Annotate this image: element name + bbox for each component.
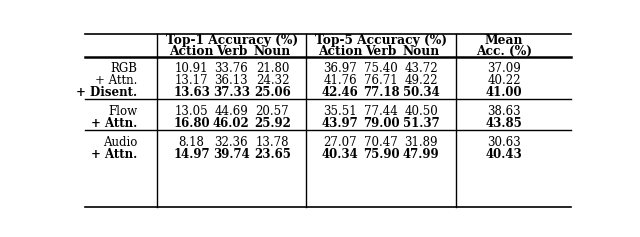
Text: 36.13: 36.13 [214,74,248,87]
Text: 44.69: 44.69 [214,105,248,118]
Text: 25.92: 25.92 [254,117,291,130]
Text: 77.18: 77.18 [363,86,399,99]
Text: 39.74: 39.74 [213,148,250,161]
Text: 35.51: 35.51 [324,105,357,118]
Text: 41.00: 41.00 [486,86,522,99]
Text: 49.22: 49.22 [404,74,438,87]
Text: Action: Action [170,45,214,58]
Text: 23.65: 23.65 [254,148,291,161]
Text: 75.90: 75.90 [363,148,399,161]
Text: 13.78: 13.78 [256,136,289,149]
Text: 76.71: 76.71 [364,74,398,87]
Text: 31.89: 31.89 [404,136,438,149]
Text: 70.47: 70.47 [364,136,398,149]
Text: 40.22: 40.22 [487,74,521,87]
Text: 25.06: 25.06 [254,86,291,99]
Text: 40.50: 40.50 [404,105,438,118]
Text: 43.85: 43.85 [486,117,522,130]
Text: 42.46: 42.46 [322,86,359,99]
Text: 14.97: 14.97 [173,148,210,161]
Text: Top-1 Accuracy (%): Top-1 Accuracy (%) [166,34,298,47]
Text: 43.97: 43.97 [322,117,359,130]
Text: 41.76: 41.76 [324,74,357,87]
Text: 21.80: 21.80 [256,62,289,75]
Text: 50.34: 50.34 [403,86,440,99]
Text: + Disent.: + Disent. [76,86,137,99]
Text: 37.33: 37.33 [212,86,250,99]
Text: RGB: RGB [110,62,137,75]
Text: 46.02: 46.02 [213,117,250,130]
Text: 33.76: 33.76 [214,62,248,75]
Text: 20.57: 20.57 [255,105,289,118]
Text: + Attn.: + Attn. [91,148,137,161]
Text: 79.00: 79.00 [363,117,399,130]
Text: 51.37: 51.37 [403,117,440,130]
Text: Mean: Mean [485,34,524,47]
Text: + Attn.: + Attn. [95,74,137,87]
Text: 40.34: 40.34 [322,148,359,161]
Text: 37.09: 37.09 [487,62,521,75]
Text: Acc. (%): Acc. (%) [476,45,532,58]
Text: 43.72: 43.72 [404,62,438,75]
Text: 36.97: 36.97 [324,62,357,75]
Text: Verb: Verb [365,45,397,58]
Text: 13.17: 13.17 [175,74,209,87]
Text: 8.18: 8.18 [179,136,205,149]
Text: 77.44: 77.44 [364,105,398,118]
Text: 75.40: 75.40 [364,62,398,75]
Text: 10.91: 10.91 [175,62,209,75]
Text: 40.43: 40.43 [486,148,522,161]
Text: 24.32: 24.32 [256,74,289,87]
Text: 13.63: 13.63 [173,86,210,99]
Text: Action: Action [318,45,363,58]
Text: 27.07: 27.07 [324,136,357,149]
Text: Noun: Noun [254,45,291,58]
Text: Audio: Audio [102,136,137,149]
Text: Top-5 Accuracy (%): Top-5 Accuracy (%) [315,34,447,47]
Text: Verb: Verb [216,45,247,58]
Text: 16.80: 16.80 [173,117,210,130]
Text: 32.36: 32.36 [214,136,248,149]
Text: 38.63: 38.63 [487,105,521,118]
Text: 13.05: 13.05 [175,105,209,118]
Text: 47.99: 47.99 [403,148,440,161]
Text: + Attn.: + Attn. [91,117,137,130]
Text: 30.63: 30.63 [487,136,521,149]
Text: Noun: Noun [403,45,440,58]
Text: Flow: Flow [108,105,137,118]
